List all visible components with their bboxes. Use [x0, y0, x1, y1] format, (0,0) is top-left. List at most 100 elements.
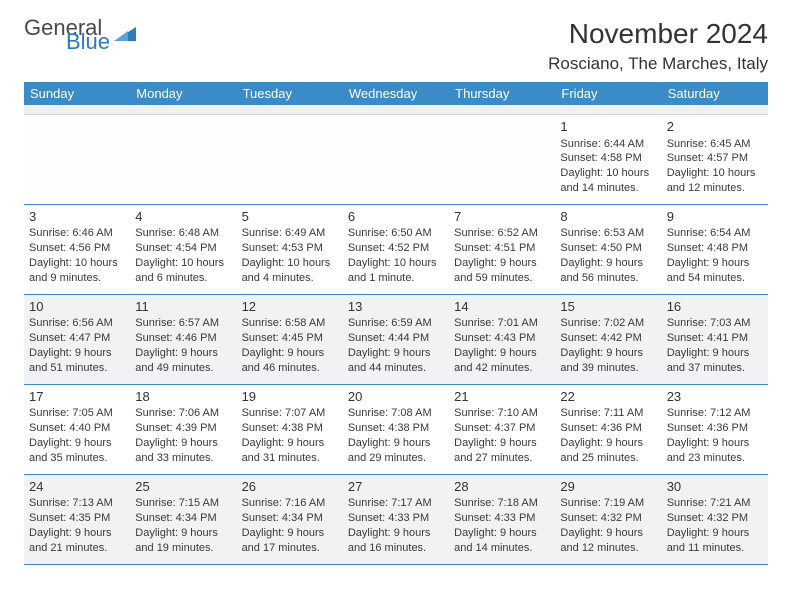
daylight-text: Daylight: 9 hours and 21 minutes.	[29, 526, 125, 556]
sunrise-text: Sunrise: 7:16 AM	[242, 496, 338, 511]
sunrise-text: Sunrise: 6:50 AM	[348, 226, 444, 241]
day-cell: 8Sunrise: 6:53 AMSunset: 4:50 PMDaylight…	[555, 205, 661, 294]
spacer-row	[24, 105, 768, 115]
sunrise-text: Sunrise: 6:58 AM	[242, 316, 338, 331]
sunset-text: Sunset: 4:48 PM	[667, 241, 763, 256]
sunset-text: Sunset: 4:34 PM	[135, 511, 231, 526]
day-number: 11	[135, 298, 231, 316]
day-cell	[343, 115, 449, 204]
day-number: 7	[454, 208, 550, 226]
day-cell: 24Sunrise: 7:13 AMSunset: 4:35 PMDayligh…	[24, 475, 130, 564]
daylight-text: Daylight: 10 hours and 14 minutes.	[560, 166, 656, 196]
day-cell	[130, 115, 236, 204]
daylight-text: Daylight: 9 hours and 27 minutes.	[454, 436, 550, 466]
sunrise-text: Sunrise: 6:46 AM	[29, 226, 125, 241]
sunrise-text: Sunrise: 6:54 AM	[667, 226, 763, 241]
day-number: 8	[560, 208, 656, 226]
sunrise-text: Sunrise: 6:56 AM	[29, 316, 125, 331]
daylight-text: Daylight: 9 hours and 29 minutes.	[348, 436, 444, 466]
day-cell: 4Sunrise: 6:48 AMSunset: 4:54 PMDaylight…	[130, 205, 236, 294]
sunrise-text: Sunrise: 7:19 AM	[560, 496, 656, 511]
sunset-text: Sunset: 4:35 PM	[29, 511, 125, 526]
sunset-text: Sunset: 4:41 PM	[667, 331, 763, 346]
calendar: SundayMondayTuesdayWednesdayThursdayFrid…	[24, 82, 768, 565]
day-number: 6	[348, 208, 444, 226]
day-number: 1	[560, 118, 656, 136]
sunset-text: Sunset: 4:52 PM	[348, 241, 444, 256]
sunrise-text: Sunrise: 7:03 AM	[667, 316, 763, 331]
day-cell: 17Sunrise: 7:05 AMSunset: 4:40 PMDayligh…	[24, 385, 130, 474]
daylight-text: Daylight: 9 hours and 51 minutes.	[29, 346, 125, 376]
sunrise-text: Sunrise: 6:44 AM	[560, 137, 656, 152]
location-label: Rosciano, The Marches, Italy	[548, 54, 768, 74]
sunrise-text: Sunrise: 7:11 AM	[560, 406, 656, 421]
sunset-text: Sunset: 4:34 PM	[242, 511, 338, 526]
sunset-text: Sunset: 4:57 PM	[667, 151, 763, 166]
day-cell: 15Sunrise: 7:02 AMSunset: 4:42 PMDayligh…	[555, 295, 661, 384]
day-cell: 26Sunrise: 7:16 AMSunset: 4:34 PMDayligh…	[237, 475, 343, 564]
daylight-text: Daylight: 10 hours and 6 minutes.	[135, 256, 231, 286]
sunset-text: Sunset: 4:32 PM	[667, 511, 763, 526]
day-cell: 30Sunrise: 7:21 AMSunset: 4:32 PMDayligh…	[662, 475, 768, 564]
day-cell: 5Sunrise: 6:49 AMSunset: 4:53 PMDaylight…	[237, 205, 343, 294]
day-number: 21	[454, 388, 550, 406]
sunrise-text: Sunrise: 6:52 AM	[454, 226, 550, 241]
day-cell	[237, 115, 343, 204]
day-cell: 14Sunrise: 7:01 AMSunset: 4:43 PMDayligh…	[449, 295, 555, 384]
daylight-text: Daylight: 9 hours and 49 minutes.	[135, 346, 231, 376]
day-number: 2	[667, 118, 763, 136]
sunset-text: Sunset: 4:44 PM	[348, 331, 444, 346]
sunrise-text: Sunrise: 7:08 AM	[348, 406, 444, 421]
day-number: 28	[454, 478, 550, 496]
header: General Blue November 2024 Rosciano, The…	[24, 18, 768, 74]
daylight-text: Daylight: 9 hours and 56 minutes.	[560, 256, 656, 286]
weekday-header: Saturday	[662, 82, 768, 105]
daylight-text: Daylight: 10 hours and 4 minutes.	[242, 256, 338, 286]
sunset-text: Sunset: 4:54 PM	[135, 241, 231, 256]
sunset-text: Sunset: 4:32 PM	[560, 511, 656, 526]
daylight-text: Daylight: 9 hours and 12 minutes.	[560, 526, 656, 556]
sunset-text: Sunset: 4:58 PM	[560, 151, 656, 166]
sunrise-text: Sunrise: 7:05 AM	[29, 406, 125, 421]
sunset-text: Sunset: 4:47 PM	[29, 331, 125, 346]
day-cell: 25Sunrise: 7:15 AMSunset: 4:34 PMDayligh…	[130, 475, 236, 564]
day-number: 17	[29, 388, 125, 406]
sunset-text: Sunset: 4:39 PM	[135, 421, 231, 436]
week-row: 24Sunrise: 7:13 AMSunset: 4:35 PMDayligh…	[24, 475, 768, 565]
week-row: 10Sunrise: 6:56 AMSunset: 4:47 PMDayligh…	[24, 295, 768, 385]
daylight-text: Daylight: 9 hours and 37 minutes.	[667, 346, 763, 376]
day-cell: 7Sunrise: 6:52 AMSunset: 4:51 PMDaylight…	[449, 205, 555, 294]
day-number: 25	[135, 478, 231, 496]
day-cell: 6Sunrise: 6:50 AMSunset: 4:52 PMDaylight…	[343, 205, 449, 294]
day-number: 19	[242, 388, 338, 406]
daylight-text: Daylight: 9 hours and 16 minutes.	[348, 526, 444, 556]
daylight-text: Daylight: 9 hours and 44 minutes.	[348, 346, 444, 376]
sunrise-text: Sunrise: 6:53 AM	[560, 226, 656, 241]
day-cell: 19Sunrise: 7:07 AMSunset: 4:38 PMDayligh…	[237, 385, 343, 474]
sunrise-text: Sunrise: 7:06 AM	[135, 406, 231, 421]
day-cell	[449, 115, 555, 204]
weekday-header: Friday	[555, 82, 661, 105]
day-number: 14	[454, 298, 550, 316]
day-cell: 23Sunrise: 7:12 AMSunset: 4:36 PMDayligh…	[662, 385, 768, 474]
triangle-icon	[114, 23, 136, 46]
month-title: November 2024	[548, 18, 768, 50]
day-cell: 10Sunrise: 6:56 AMSunset: 4:47 PMDayligh…	[24, 295, 130, 384]
day-cell: 9Sunrise: 6:54 AMSunset: 4:48 PMDaylight…	[662, 205, 768, 294]
brand-logo: General Blue	[24, 18, 136, 52]
sunset-text: Sunset: 4:33 PM	[454, 511, 550, 526]
sunrise-text: Sunrise: 6:49 AM	[242, 226, 338, 241]
sunset-text: Sunset: 4:36 PM	[560, 421, 656, 436]
day-cell: 28Sunrise: 7:18 AMSunset: 4:33 PMDayligh…	[449, 475, 555, 564]
day-cell	[24, 115, 130, 204]
title-block: November 2024 Rosciano, The Marches, Ita…	[548, 18, 768, 74]
daylight-text: Daylight: 9 hours and 46 minutes.	[242, 346, 338, 376]
sunrise-text: Sunrise: 6:48 AM	[135, 226, 231, 241]
day-number: 9	[667, 208, 763, 226]
sunrise-text: Sunrise: 6:57 AM	[135, 316, 231, 331]
day-cell: 18Sunrise: 7:06 AMSunset: 4:39 PMDayligh…	[130, 385, 236, 474]
sunset-text: Sunset: 4:45 PM	[242, 331, 338, 346]
day-number: 20	[348, 388, 444, 406]
sunrise-text: Sunrise: 7:10 AM	[454, 406, 550, 421]
day-cell: 20Sunrise: 7:08 AMSunset: 4:38 PMDayligh…	[343, 385, 449, 474]
